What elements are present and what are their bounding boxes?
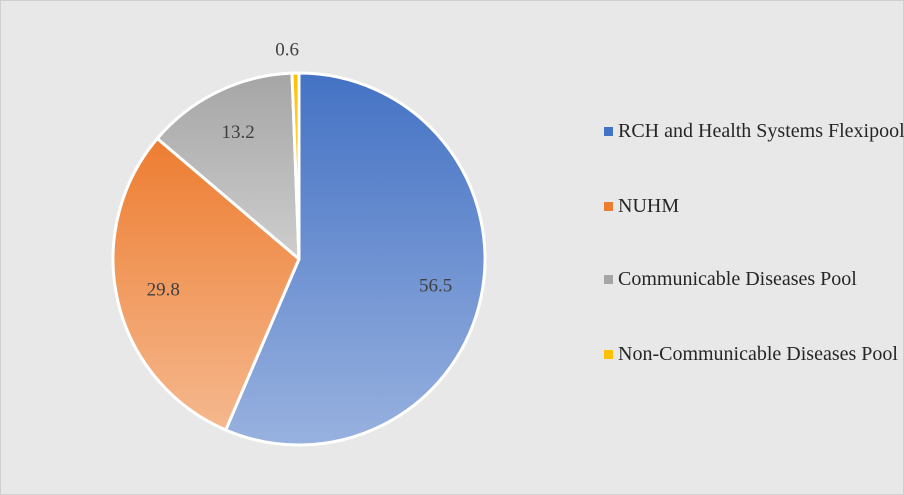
legend-item: NUHM	[604, 193, 904, 220]
data-label: 0.6	[275, 39, 299, 60]
legend-item: Non-Communicable Diseases Pool	[604, 341, 904, 368]
pie-slice	[224, 71, 487, 447]
pie-slice	[111, 137, 301, 432]
legend-label: NUHM	[618, 195, 680, 217]
legend-item: RCH and Health Systems Flexipool	[604, 118, 904, 145]
legend-label: Non-Communicable Diseases Pool	[618, 343, 898, 365]
pie-slice	[290, 71, 301, 261]
legend-item: Communicable Diseases Pool	[604, 266, 904, 293]
pie-slice	[155, 71, 301, 261]
legend-swatch	[604, 127, 613, 136]
data-label: 56.5	[419, 275, 452, 296]
pie-area: 56.5 29.8 13.2 0.6	[111, 39, 487, 447]
legend-label: RCH and Health Systems Flexipool	[618, 120, 904, 142]
legend-swatch	[604, 202, 613, 211]
data-label: 29.8	[147, 279, 180, 300]
legend-swatch	[604, 275, 613, 284]
legend-swatch	[604, 350, 613, 359]
data-label: 13.2	[221, 122, 254, 143]
legend-label: Communicable Diseases Pool	[618, 268, 857, 290]
